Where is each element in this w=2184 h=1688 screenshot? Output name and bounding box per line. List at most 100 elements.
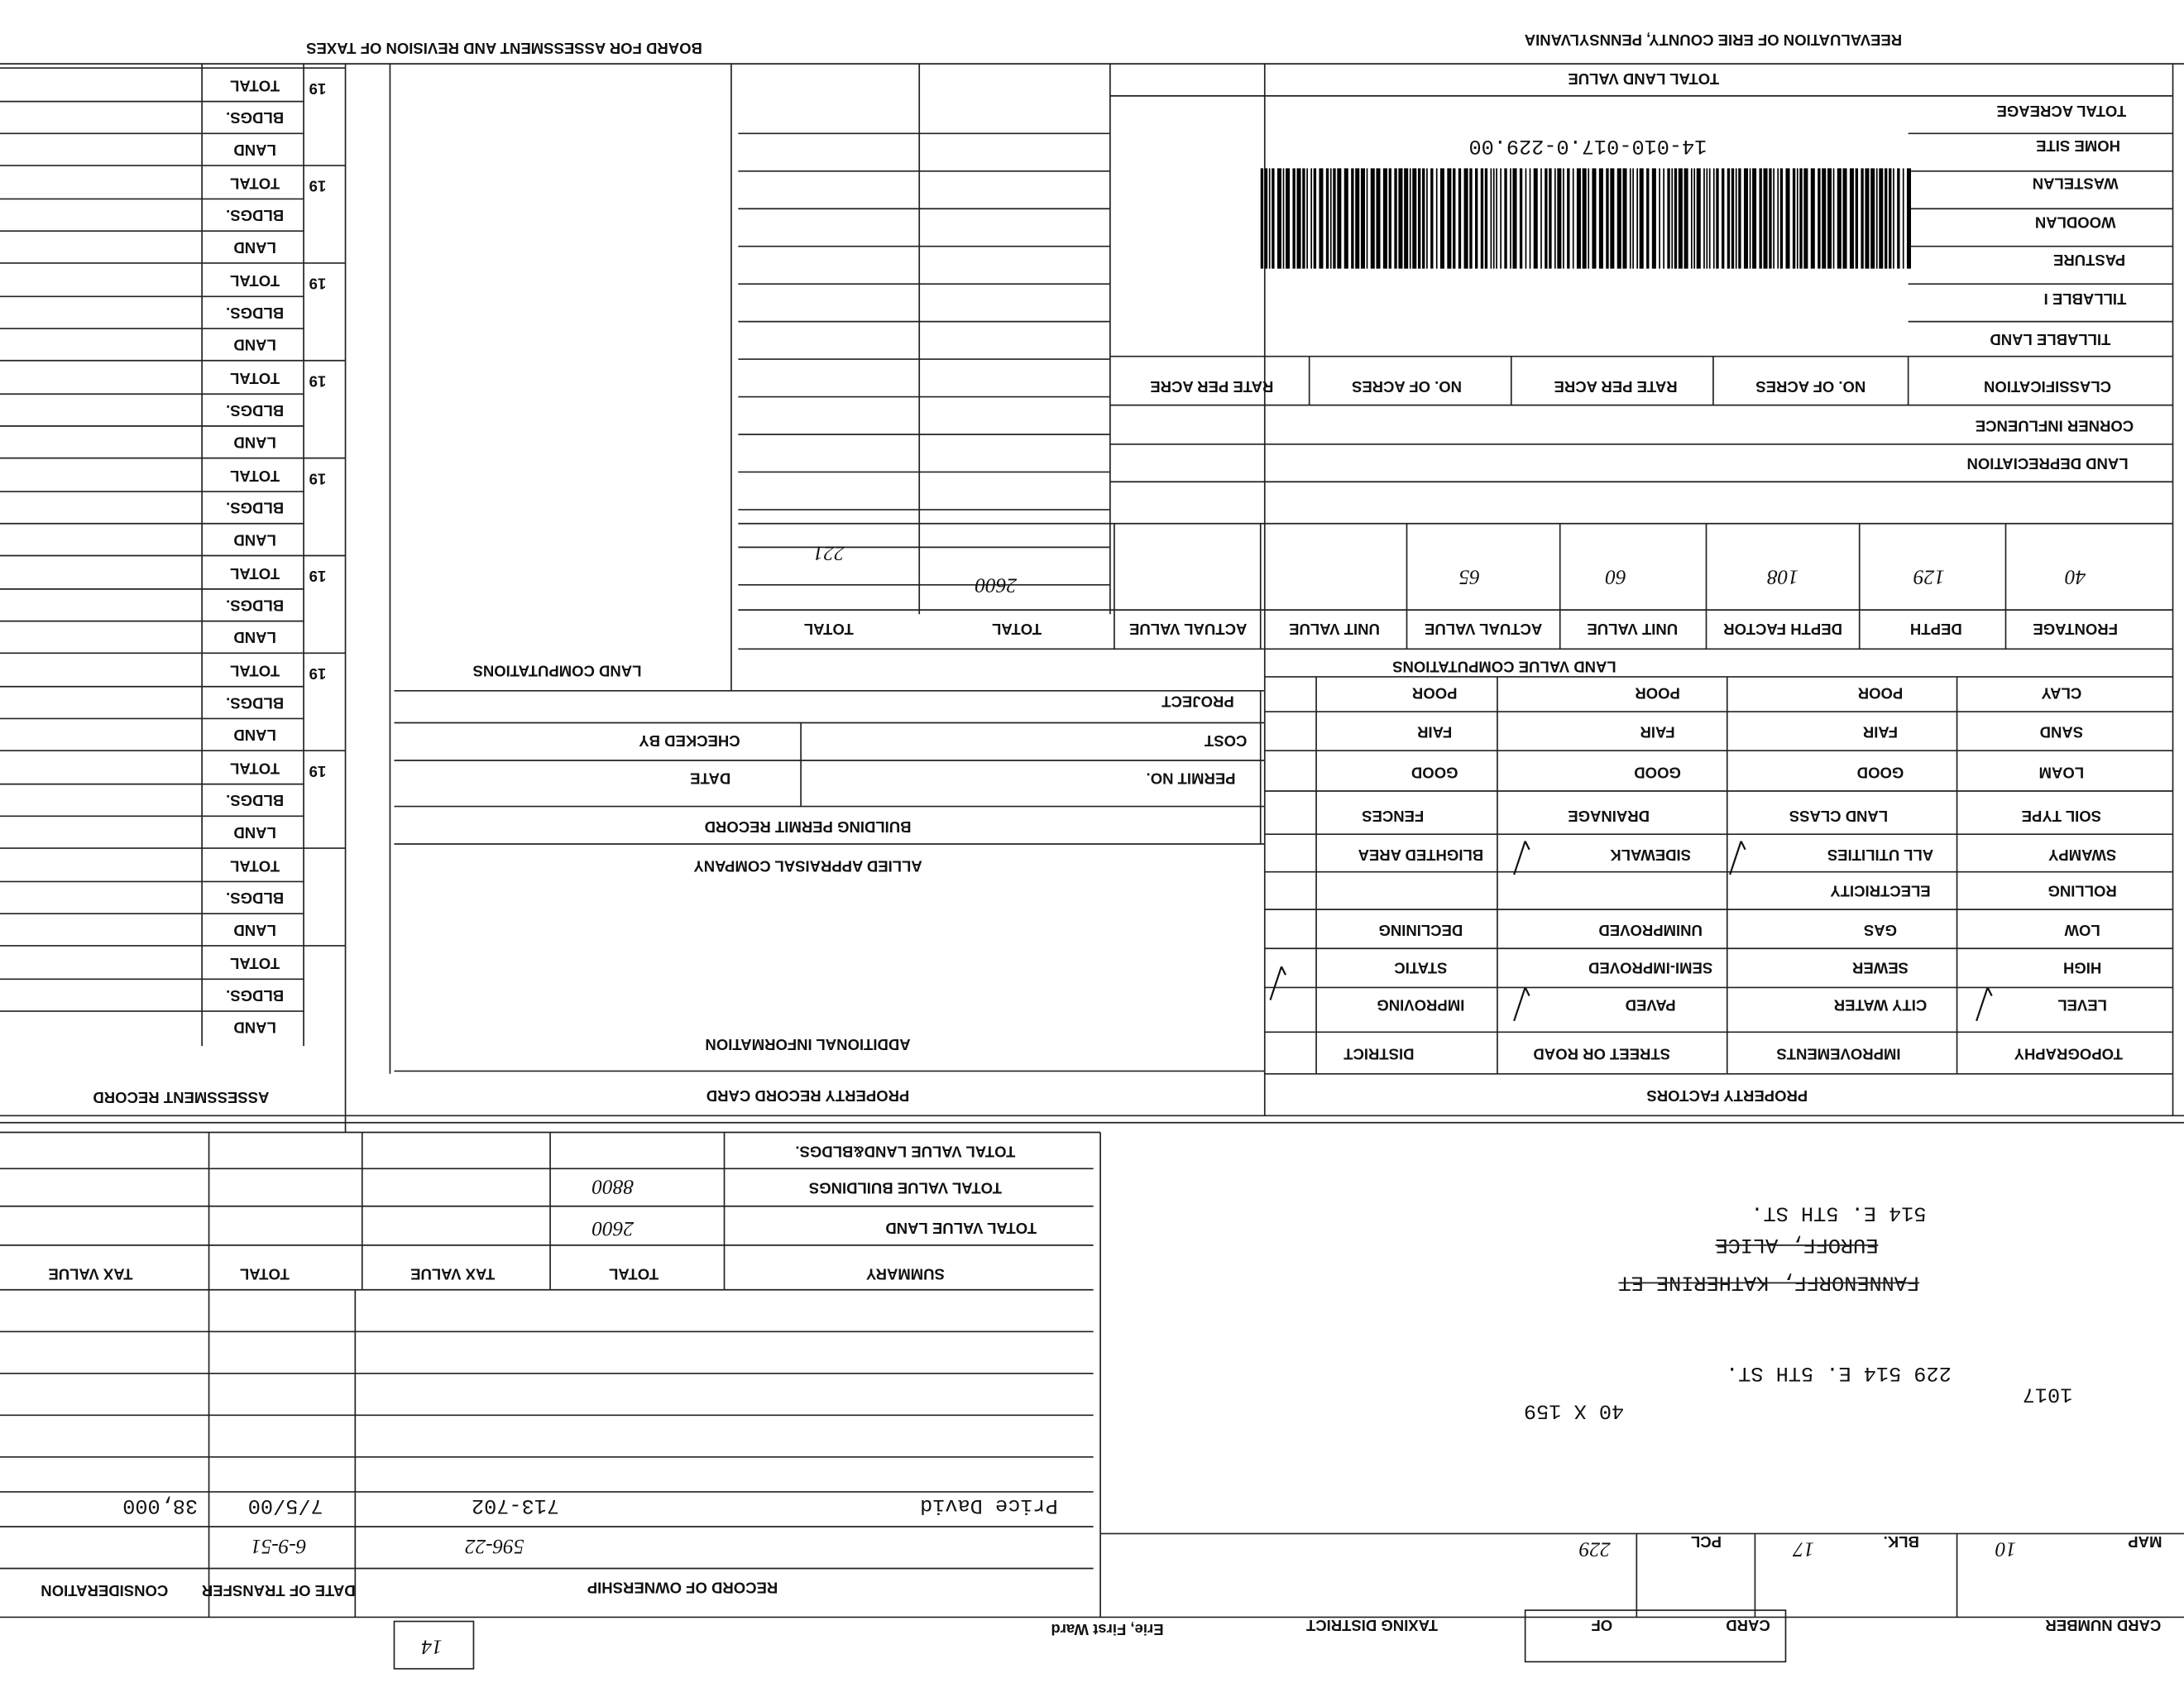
barcode-bar	[1749, 168, 1751, 269]
text-assessment: 19	[309, 372, 327, 390]
text-ownership: 713-702	[472, 1494, 559, 1518]
barcode-bar	[1759, 168, 1762, 269]
barcode-bar	[1842, 168, 1847, 269]
barcode-bar	[1370, 168, 1375, 269]
text-footer: TAXING DISTRICT	[1305, 1617, 1438, 1634]
text-assessment: TOTAL	[230, 955, 280, 972]
text-ownership: Price David	[920, 1494, 1058, 1518]
text-ownership: DATE OF TRANSFER	[202, 1582, 356, 1599]
text-permit: COST	[1204, 732, 1247, 750]
barcode-bar	[1286, 168, 1291, 269]
text-footer: 17	[1792, 1537, 1814, 1561]
text-soil: FAIR	[1640, 724, 1674, 741]
barcode-bar	[1693, 168, 1696, 269]
text-card-title: PROPERTY RECORD CARD	[706, 1087, 910, 1105]
text-land-value: 2600	[975, 573, 1017, 597]
text-property-factors: SEMI-IMPROVED	[1588, 959, 1712, 976]
text-header: REEVALUATION OF ERIE COUNTY, PENNSYLVANI…	[1525, 31, 1902, 49]
barcode-bar	[1554, 168, 1556, 269]
text-land-value: 129	[1913, 565, 1945, 588]
text-property-factors: ALL UTILITIES	[1827, 846, 1933, 864]
text-property-factors: CITY WATER	[1834, 997, 1927, 1014]
text-land-value: LAND VALUE COMPUTATIONS	[1392, 659, 1616, 676]
text-ownership: 38,000	[122, 1494, 198, 1518]
text-summary: TAX VALUE	[48, 1266, 132, 1283]
barcode-bar	[1512, 168, 1517, 269]
text-soil: DRAINAGE	[1568, 808, 1650, 825]
text-header: BOARD FOR ASSESSMENT AND REVISION OF TAX…	[306, 40, 702, 57]
text-summary: SUMMARY	[865, 1266, 945, 1283]
text-property-factors: DISTRICT	[1343, 1046, 1414, 1063]
barcode-bar	[1837, 168, 1842, 269]
text-footer: OF	[1591, 1617, 1612, 1634]
text-property-factors: ELECTRICITY	[1830, 883, 1931, 900]
text-soil: LAND CLASS	[1789, 808, 1888, 825]
text-parcel-id: 14-010-017.0-229.00	[1468, 134, 1707, 158]
barcode-bar	[1716, 168, 1719, 269]
text-acreage: CLASSIFICATION	[1984, 378, 2111, 396]
barcode-bar	[1447, 168, 1452, 269]
text-soil: SOIL TYPE	[2022, 808, 2101, 825]
barcode-bar	[1490, 168, 1492, 269]
text-address: 514 E. 5TH ST.	[1751, 1201, 1926, 1225]
text-land-value: TOTAL	[804, 621, 854, 638]
text-assessment: TOTAL	[230, 78, 280, 95]
text-acreage: TOTAL ACREAGE	[1996, 103, 2126, 120]
text-ownership: 6-9-51	[251, 1535, 306, 1558]
text-assessment: BLDGS.	[226, 402, 284, 420]
text-assessment: TOTAL	[230, 565, 280, 583]
text-property-factors: BLIGHTED AREA	[1358, 846, 1484, 864]
text-assessment: LAND	[233, 1019, 275, 1037]
barcode-bar	[1777, 168, 1779, 269]
text-assessment: BLDGS.	[226, 792, 284, 809]
barcode-bar	[1382, 168, 1387, 269]
barcode-bar	[1763, 168, 1768, 269]
barcode-bar	[1292, 168, 1296, 269]
text-assessment: BLDGS.	[226, 987, 284, 1005]
barcode-bar	[1306, 168, 1308, 269]
text-ownership: RECORD OF OWNERSHIP	[587, 1580, 778, 1597]
text-summary: TAX VALUE	[410, 1266, 495, 1283]
barcode-bar	[1388, 168, 1391, 269]
text-property-factors: PROPERTY FACTORS	[1646, 1087, 1808, 1105]
text-soil: GOOD	[1411, 765, 1458, 782]
barcode-bar	[1313, 168, 1317, 269]
text-assessment: LAND	[233, 629, 275, 646]
barcode-bar	[1616, 168, 1621, 269]
barcode-bar	[1855, 168, 1859, 269]
barcode-bar	[1773, 168, 1774, 269]
text-soil: POOR	[1412, 685, 1458, 703]
text-land-value: UNIT VALUE	[1289, 621, 1380, 638]
text-soil: FENCES	[1362, 808, 1424, 825]
barcode-bar	[1629, 168, 1631, 269]
text-assessment: BLDGS.	[226, 694, 284, 712]
barcode-bar	[1674, 168, 1678, 269]
text-soil: LOAM	[2039, 765, 2085, 782]
barcode-bar	[1351, 168, 1354, 269]
barcode-bar	[1893, 168, 1894, 269]
text-permit: PROJECT	[1161, 693, 1234, 711]
text-assessment: BLDGS.	[226, 305, 284, 322]
barcode-bar	[1646, 168, 1650, 269]
text-assessment: BLDGS.	[226, 500, 284, 517]
barcode-bar	[1671, 168, 1674, 269]
barcode-bar	[1769, 168, 1772, 269]
text-footer: MAP	[2128, 1533, 2162, 1551]
checkmark	[1729, 841, 1746, 875]
text-land-value: DEPTH	[1910, 621, 1962, 638]
text-acreage: NO. OF ACRES	[1755, 378, 1866, 396]
checkmark	[1976, 986, 1993, 1022]
barcode-bar	[1722, 168, 1725, 269]
text-assessment: BLDGS.	[226, 109, 284, 127]
text-property-factors: STREET OR ROAD	[1533, 1046, 1670, 1063]
text-footer: 14	[421, 1635, 443, 1658]
text-footer: Erie, First Ward	[1051, 1621, 1163, 1638]
text-assessment: LAND	[233, 922, 275, 939]
text-assessment: LAND	[233, 141, 275, 159]
checkmark	[1269, 966, 1287, 1000]
text-soil: CLAY	[2041, 685, 2081, 703]
text-soil: FAIR	[1417, 724, 1452, 741]
text-land-value: 221	[813, 542, 845, 565]
barcode-bar	[1832, 168, 1835, 269]
text-permit: PERMIT NO.	[1147, 770, 1236, 787]
